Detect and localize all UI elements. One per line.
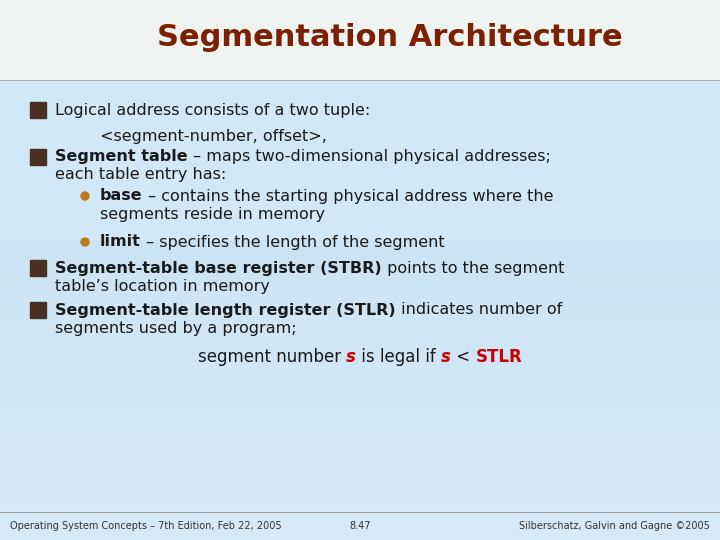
Text: – contains the starting physical address where the: – contains the starting physical address…	[143, 188, 553, 204]
Text: segments used by a program;: segments used by a program;	[55, 321, 297, 335]
Text: Operating System Concepts – 7th Edition, Feb 22, 2005: Operating System Concepts – 7th Edition,…	[10, 521, 282, 531]
Bar	[0, 0, 720, 80]
Text: s: s	[441, 348, 451, 366]
Text: Segmentation Architecture: Segmentation Architecture	[157, 24, 623, 52]
Text: table’s location in memory: table’s location in memory	[55, 279, 270, 294]
Text: Segment-table length register (STLR): Segment-table length register (STLR)	[55, 302, 395, 318]
Text: points to the segment: points to the segment	[382, 260, 564, 275]
Bar	[30, 260, 46, 276]
Text: limit: limit	[100, 234, 141, 249]
Text: 8.47: 8.47	[349, 521, 371, 531]
Text: segments reside in memory: segments reside in memory	[100, 206, 325, 221]
Text: STLR: STLR	[475, 348, 522, 366]
Text: – specifies the length of the segment: – specifies the length of the segment	[141, 234, 444, 249]
Circle shape	[81, 238, 89, 246]
Bar	[30, 149, 46, 165]
Text: Logical address consists of a two tuple:: Logical address consists of a two tuple:	[55, 103, 370, 118]
Text: s: s	[346, 348, 356, 366]
Text: each table entry has:: each table entry has:	[55, 167, 226, 183]
Text: segment number: segment number	[198, 348, 346, 366]
Text: – maps two-dimensional physical addresses;: – maps two-dimensional physical addresse…	[188, 150, 551, 165]
Text: Segment table: Segment table	[55, 150, 188, 165]
Circle shape	[81, 192, 89, 200]
Text: base: base	[100, 188, 143, 204]
Text: Silberschatz, Galvin and Gagne ©2005: Silberschatz, Galvin and Gagne ©2005	[519, 521, 710, 531]
Text: Segment-table base register (STBR): Segment-table base register (STBR)	[55, 260, 382, 275]
Bar	[30, 302, 46, 318]
Bar	[30, 102, 46, 118]
Text: is legal if: is legal if	[356, 348, 441, 366]
Text: indicates number of: indicates number of	[395, 302, 562, 318]
Text: <: <	[451, 348, 475, 366]
Text: <segment-number, offset>,: <segment-number, offset>,	[100, 130, 327, 145]
